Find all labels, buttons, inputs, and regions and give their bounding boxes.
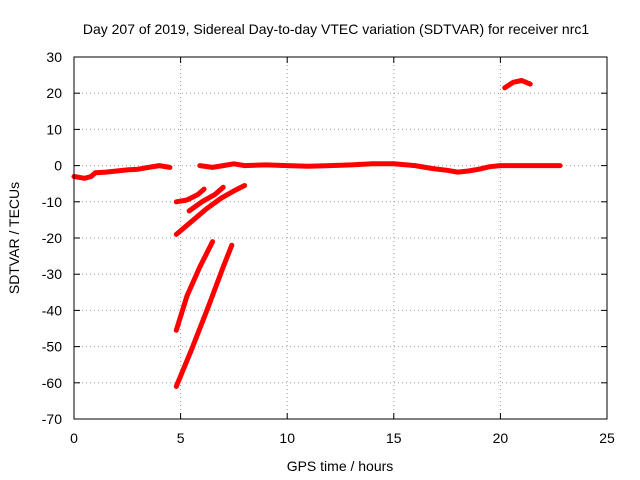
y-tick-label: -70 <box>42 411 62 427</box>
sdtvar-trace <box>502 78 533 91</box>
plot-frame <box>73 56 608 420</box>
x-tick-label: 0 <box>70 430 78 446</box>
grid-lines <box>74 57 607 419</box>
x-tick-label: 20 <box>493 430 509 446</box>
y-tick-label: -30 <box>42 266 62 282</box>
y-tick-label: 30 <box>46 49 62 65</box>
x-tick-label: 10 <box>279 430 295 446</box>
sdtvar-trace <box>173 239 216 333</box>
x-axis-label: GPS time / hours <box>287 458 394 474</box>
y-tick-label: 10 <box>46 121 62 137</box>
axis-ticks <box>73 56 608 420</box>
sdtvar-trace <box>71 163 173 181</box>
sdtvar-trace <box>173 183 248 237</box>
x-tick-label: 15 <box>386 430 402 446</box>
y-tick-label: -60 <box>42 375 62 391</box>
y-tick-labels: 30 20 10 0 -10 -20 -30 -40 -50 -60 -70 <box>42 49 62 427</box>
y-tick-label: -20 <box>42 230 62 246</box>
y-tick-label: 20 <box>46 85 62 101</box>
y-tick-label: 0 <box>54 158 62 174</box>
sdtvar-trace <box>173 186 207 205</box>
y-tick-label: -50 <box>42 339 62 355</box>
data-series <box>71 78 563 389</box>
sdtvar-trace <box>186 184 226 214</box>
x-tick-label: 25 <box>599 430 615 446</box>
y-tick-label: -10 <box>42 194 62 210</box>
y-axis-label: SDTVAR / TECUs <box>6 182 22 294</box>
sdtvar-trace <box>197 161 563 175</box>
sdtvar-trace <box>173 242 235 389</box>
x-tick-label: 5 <box>177 430 185 446</box>
y-tick-label: -40 <box>42 302 62 318</box>
x-tick-labels: 0 5 10 15 20 25 <box>70 430 615 446</box>
chart-title: Day 207 of 2019, Sidereal Day-to-day VTE… <box>83 21 589 37</box>
